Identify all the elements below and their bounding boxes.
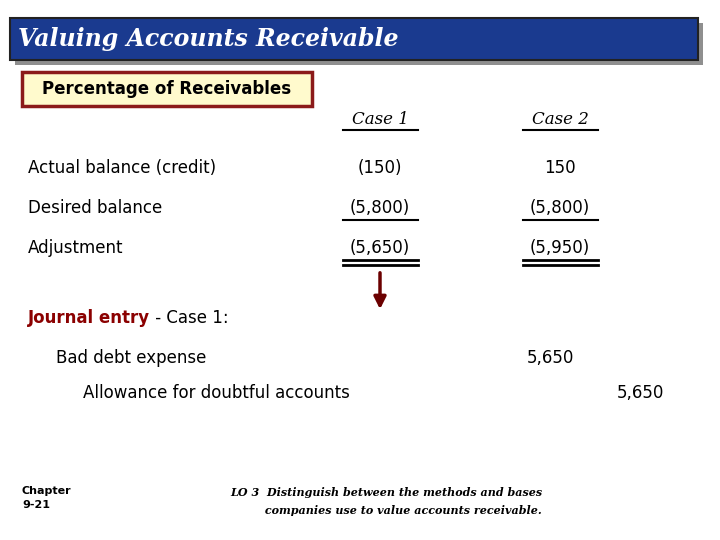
Text: (5,800): (5,800) bbox=[350, 199, 410, 217]
Text: Case 2: Case 2 bbox=[531, 111, 588, 128]
Text: Adjustment: Adjustment bbox=[28, 239, 124, 257]
Text: Journal entry: Journal entry bbox=[28, 309, 150, 327]
Text: Desired balance: Desired balance bbox=[28, 199, 162, 217]
Bar bbox=[10, 18, 698, 60]
Bar bbox=[15, 23, 703, 65]
Text: companies use to value accounts receivable.: companies use to value accounts receivab… bbox=[230, 505, 541, 516]
Text: Allowance for doubtful accounts: Allowance for doubtful accounts bbox=[83, 384, 350, 402]
Text: Chapter
9-21: Chapter 9-21 bbox=[22, 487, 71, 510]
Text: Percentage of Receivables: Percentage of Receivables bbox=[42, 80, 292, 98]
Text: Valuing Accounts Receivable: Valuing Accounts Receivable bbox=[18, 27, 398, 51]
Text: (5,650): (5,650) bbox=[350, 239, 410, 257]
Text: Bad debt expense: Bad debt expense bbox=[56, 349, 207, 367]
Text: (5,800): (5,800) bbox=[530, 199, 590, 217]
Text: 150: 150 bbox=[544, 159, 576, 177]
Text: 5,650: 5,650 bbox=[526, 349, 574, 367]
Text: Actual balance (credit): Actual balance (credit) bbox=[28, 159, 216, 177]
Text: 5,650: 5,650 bbox=[616, 384, 664, 402]
Text: (150): (150) bbox=[358, 159, 402, 177]
Text: - Case 1:: - Case 1: bbox=[150, 309, 229, 327]
Text: LO 3  Distinguish between the methods and bases: LO 3 Distinguish between the methods and… bbox=[230, 488, 542, 498]
Bar bbox=[22, 72, 312, 106]
Text: Case 1: Case 1 bbox=[351, 111, 408, 128]
Text: (5,950): (5,950) bbox=[530, 239, 590, 257]
